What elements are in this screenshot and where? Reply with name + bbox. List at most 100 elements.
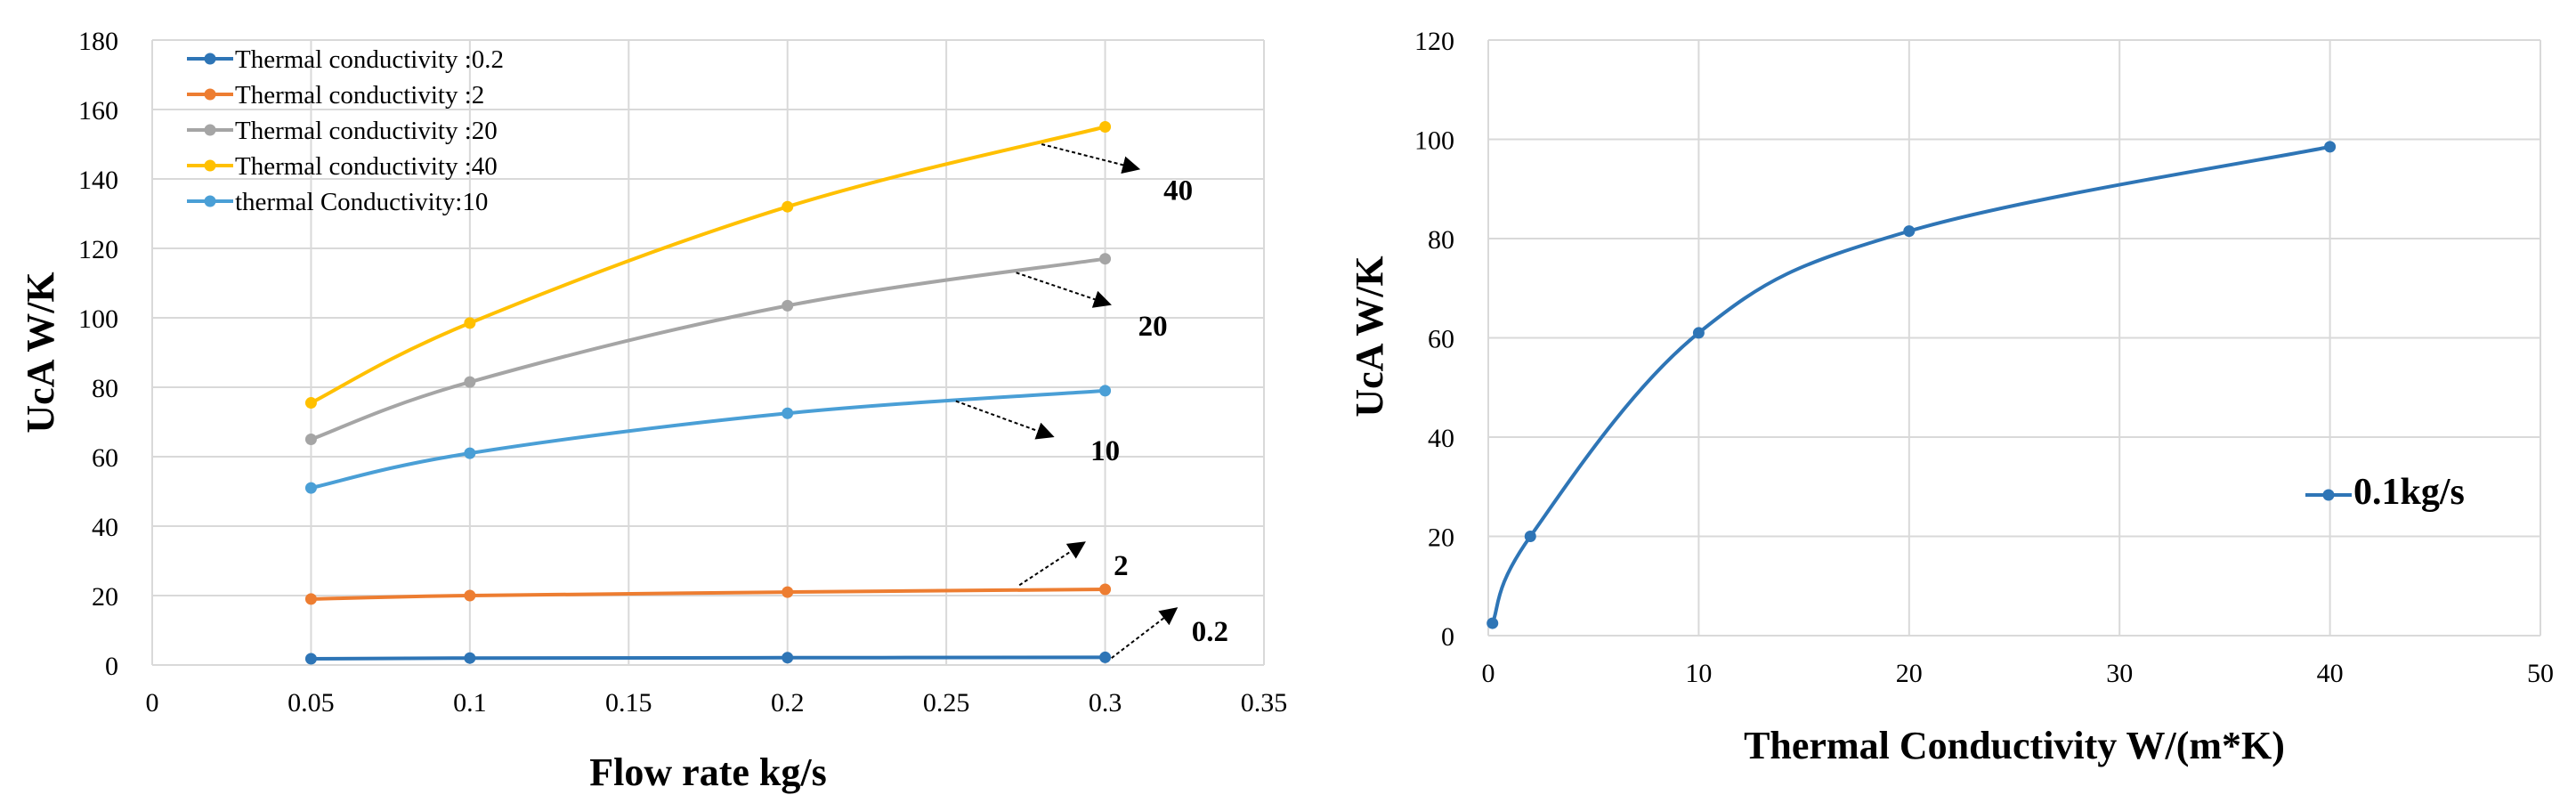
data-point	[782, 407, 794, 419]
series-line	[310, 256, 1106, 442]
annotation: 10	[955, 400, 1120, 467]
annotation-arrow	[955, 400, 1055, 440]
y-tick-label: 0	[1441, 622, 1454, 652]
x-tick-label: 0.2	[771, 688, 805, 718]
annotation: 2	[1018, 541, 1129, 587]
y-tick-label: 20	[92, 582, 118, 612]
x-tick-label: 20	[1896, 659, 1923, 688]
data-point	[464, 376, 476, 388]
legend-label: Thermal conductivity :20	[235, 117, 498, 145]
data-point	[1099, 253, 1112, 265]
x-tick-label: 0	[1482, 659, 1495, 688]
chart-right: 0 20 40 60 80 100 120 0 10 20 30 40 50 Thermal Conduc…	[1348, 27, 2554, 767]
series-0	[304, 651, 1112, 665]
y-tick-label: 120	[78, 235, 118, 264]
y-tick-label: 120	[1414, 27, 1454, 56]
annotation-label: 10	[1090, 435, 1120, 467]
series-line	[311, 587, 1106, 601]
y-tick-label: 80	[1428, 225, 1454, 255]
data-point	[464, 652, 476, 664]
legend-swatch-marker	[204, 159, 216, 172]
data-point	[304, 482, 317, 494]
series-3	[304, 121, 1112, 410]
x-tick-label: 50	[2527, 659, 2554, 688]
y-tick-label: 60	[92, 443, 118, 473]
annotation-label: 0.2	[1192, 616, 1228, 648]
annotation: 40	[1041, 143, 1193, 207]
legend: 0.1kg/s	[2305, 472, 2465, 513]
series-1	[304, 583, 1112, 605]
legend-swatch-marker	[204, 53, 216, 65]
legend-swatch-marker	[204, 88, 216, 101]
annotation-arrow	[1018, 541, 1086, 587]
x-axis-label: Thermal Conductivity W/(m*K)	[1744, 724, 2285, 767]
series-2	[304, 253, 1112, 445]
annotation-arrow	[1016, 272, 1112, 308]
x-tick-label: 0.05	[288, 688, 335, 718]
legend-swatch-marker	[2322, 489, 2335, 501]
legend-label: Thermal conductivity :0.2	[235, 45, 504, 74]
data-point	[1099, 583, 1112, 596]
x-tick-label: 0.1	[453, 688, 487, 718]
series-4	[304, 385, 1112, 494]
series-line	[310, 125, 1106, 405]
data-point	[1692, 327, 1705, 339]
x-tick-label: 0.25	[923, 688, 970, 718]
x-axis-label: Flow rate kg/s	[589, 750, 826, 794]
data-point	[1099, 385, 1112, 397]
legend-label: Thermal conductivity :2	[235, 81, 484, 109]
annotation-label: 40	[1163, 175, 1193, 207]
x-tick-label: 0.35	[1241, 688, 1288, 718]
legend-label: thermal Conductivity:10	[235, 188, 488, 216]
x-tick-label: 0.3	[1089, 688, 1122, 718]
x-tick-label: 30	[2106, 659, 2133, 688]
y-tick-label: 0	[105, 652, 118, 681]
legend: Thermal conductivity :0.2 Thermal conduct…	[187, 45, 504, 216]
annotation-label: 20	[1138, 311, 1168, 343]
annotation: 0.2	[1111, 607, 1228, 659]
data-point	[1099, 651, 1112, 663]
chart-left: 0 20 40 60 80 100 120 140 160 180 0 0.05 0.1 0.15 0.2 0…	[19, 27, 1287, 794]
series-line	[311, 655, 1106, 661]
data-point	[1099, 121, 1112, 133]
data-point	[464, 589, 476, 602]
x-tick-label: 0	[146, 688, 159, 718]
annotation: 20	[1016, 272, 1168, 343]
data-point	[304, 434, 317, 445]
annotation-label: 2	[1114, 550, 1129, 582]
y-tick-label: 160	[78, 96, 118, 126]
gridlines	[151, 39, 1265, 666]
data-point	[2324, 141, 2337, 153]
data-point	[1524, 531, 1536, 542]
data-point	[782, 586, 794, 598]
data-point	[304, 397, 317, 410]
data-point	[1903, 225, 1916, 238]
series-line	[1490, 144, 2330, 624]
legend-swatch-marker	[204, 195, 216, 207]
y-tick-label: 40	[92, 513, 118, 542]
data-point	[782, 200, 794, 213]
legend-label: 0.1kg/s	[2353, 472, 2465, 513]
data-point	[464, 447, 476, 459]
annotation-arrow	[1111, 607, 1179, 659]
data-point	[304, 593, 317, 605]
x-tick-label: 10	[1685, 659, 1712, 688]
gridlines	[1487, 39, 2541, 637]
y-axis-label: UcA W/K	[19, 272, 62, 433]
data-point	[782, 299, 794, 312]
y-tick-label: 80	[92, 374, 118, 403]
y-tick-label: 180	[78, 27, 118, 56]
data-point	[782, 652, 794, 664]
data-point	[464, 317, 476, 329]
data-point	[304, 653, 317, 665]
x-tick-label: 40	[2317, 659, 2344, 688]
series-0	[1486, 141, 2337, 629]
x-tick-label: 0.15	[605, 688, 652, 718]
legend-swatch-marker	[204, 124, 216, 136]
y-tick-label: 20	[1428, 523, 1454, 553]
y-tick-label: 100	[1414, 126, 1454, 156]
y-tick-label: 100	[78, 304, 118, 334]
annotation-arrow	[1041, 143, 1141, 174]
